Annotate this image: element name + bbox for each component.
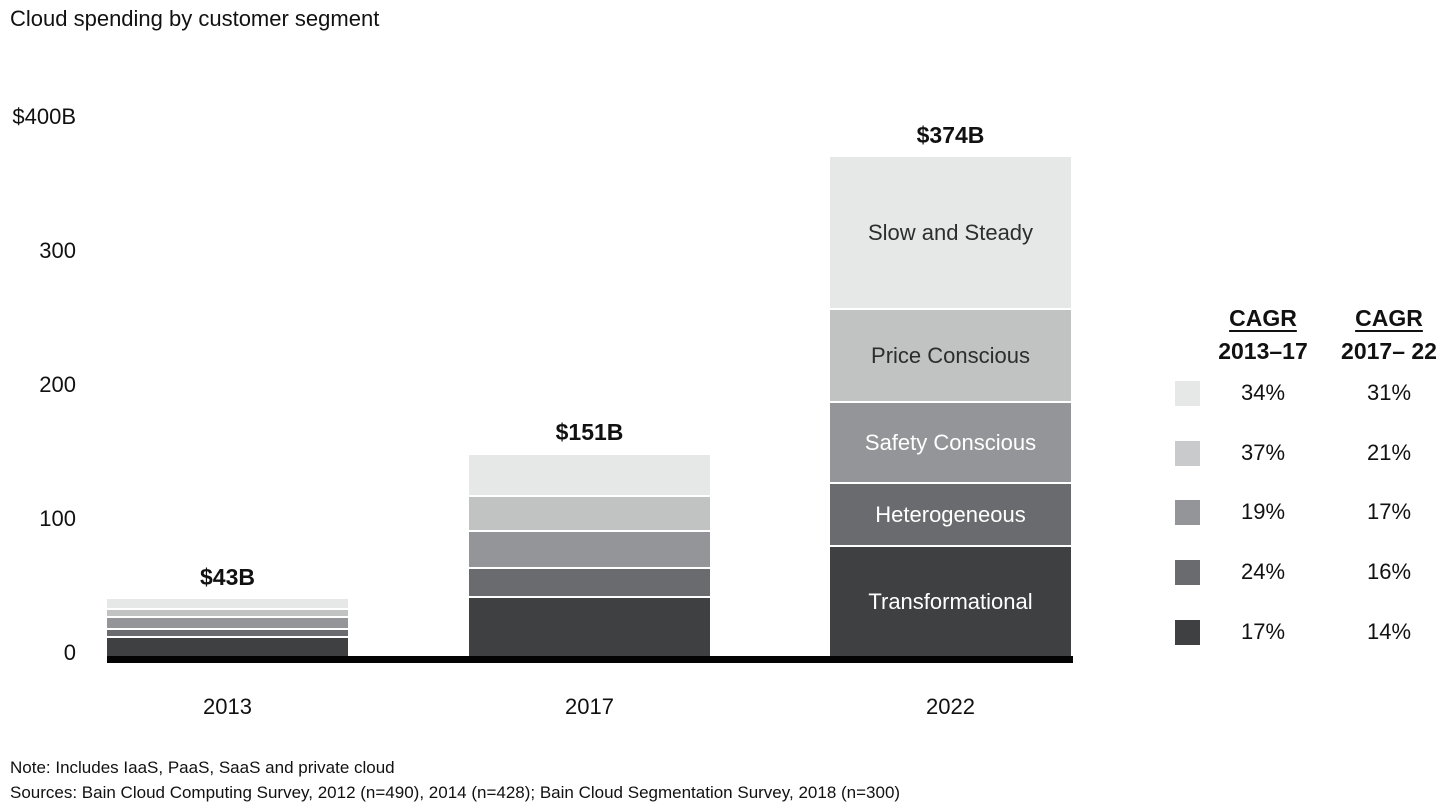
- cagr-2013-17-slow-and-steady: 34%: [1240, 380, 1286, 405]
- segment-price-conscious-2017: [469, 495, 710, 530]
- bar-total-2013: $43B: [200, 563, 255, 590]
- legend-subheader-2013-17: 2013–17: [1218, 338, 1308, 364]
- segment-price-conscious-2022: Price Conscious: [830, 308, 1071, 401]
- chart-title: Cloud spending by customer segment: [10, 6, 380, 31]
- stacked-bar-2013: [107, 599, 348, 656]
- note-line: Note: Includes IaaS, PaaS, SaaS and priv…: [10, 758, 395, 777]
- segment-heterogeneous-2017: [469, 567, 710, 596]
- segment-heterogeneous-2022: Heterogeneous: [830, 482, 1071, 545]
- stacked-bar-2022: Transformational Heterogeneous Safety Cons…: [830, 157, 1071, 656]
- segment-transformational-2017: [469, 596, 710, 656]
- segment-transformational-2013: [107, 636, 348, 656]
- cagr-2017-22-safety-conscious: 17%: [1366, 499, 1412, 524]
- segment-label: Price Conscious: [871, 342, 1030, 368]
- legend-header-text: CAGR: [1355, 305, 1423, 331]
- x-tick-2017: 2017: [565, 694, 614, 719]
- legend-subheader-2017-22: 2017– 22: [1341, 338, 1437, 364]
- cagr-2017-22-heterogeneous: 16%: [1366, 559, 1412, 584]
- segment-heterogeneous-2013: [107, 628, 348, 636]
- cagr-2013-17-transformational: 17%: [1240, 619, 1286, 644]
- y-tick-200: 200: [39, 372, 76, 397]
- legend-header-text: CAGR: [1229, 305, 1297, 331]
- legend-header-cagr-2017-22: CAGR: [1319, 305, 1440, 332]
- legend-swatch-heterogeneous: [1175, 560, 1200, 585]
- segment-slow-and-steady-2017: [469, 455, 710, 495]
- y-tick-300: 300: [39, 238, 76, 263]
- bar-total-2022: $374B: [916, 121, 985, 148]
- segment-label: Heterogeneous: [875, 501, 1026, 527]
- segment-label: Slow and Steady: [867, 219, 1034, 245]
- legend-header-cagr-2013-17: CAGR: [1193, 305, 1333, 332]
- stacked-bar-2017: [469, 455, 710, 656]
- cagr-2013-17-safety-conscious: 19%: [1240, 499, 1286, 524]
- cagr-2017-22-slow-and-steady: 31%: [1366, 380, 1412, 405]
- legend-swatch-slow-and-steady: [1175, 381, 1200, 406]
- y-tick-400: $400B: [12, 104, 76, 129]
- cagr-2013-17-heterogeneous: 24%: [1240, 559, 1286, 584]
- y-tick-100: 100: [39, 506, 76, 531]
- segment-safety-conscious-2017: [469, 530, 710, 567]
- x-tick-2013: 2013: [203, 694, 252, 719]
- cagr-2013-17-price-conscious: 37%: [1240, 440, 1286, 465]
- legend-swatch-price-conscious: [1175, 441, 1200, 466]
- segment-slow-and-steady-2013: [107, 599, 348, 608]
- footnotes: Note: Includes IaaS, PaaS, SaaS and priv…: [10, 755, 900, 805]
- cagr-2017-22-price-conscious: 21%: [1366, 440, 1412, 465]
- cagr-2017-22-transformational: 14%: [1366, 619, 1412, 644]
- bar-total-2017: $151B: [555, 419, 624, 446]
- segment-safety-conscious-2013: [107, 616, 348, 628]
- x-axis-line: [107, 656, 1073, 663]
- segment-label: Transformational: [868, 588, 1033, 614]
- y-tick-0: 0: [63, 640, 76, 665]
- segment-label: Safety Conscious: [864, 429, 1037, 455]
- x-tick-2022: 2022: [926, 694, 975, 719]
- sources-line: Sources: Bain Cloud Computing Survey, 20…: [10, 783, 901, 802]
- segment-transformational-2022: Transformational: [830, 545, 1071, 656]
- legend-swatch-safety-conscious: [1175, 500, 1200, 525]
- segment-safety-conscious-2022: Safety Conscious: [830, 401, 1071, 482]
- segment-slow-and-steady-2022: Slow and Steady: [830, 157, 1071, 308]
- segment-price-conscious-2013: [107, 608, 348, 616]
- legend-swatch-transformational: [1175, 620, 1200, 645]
